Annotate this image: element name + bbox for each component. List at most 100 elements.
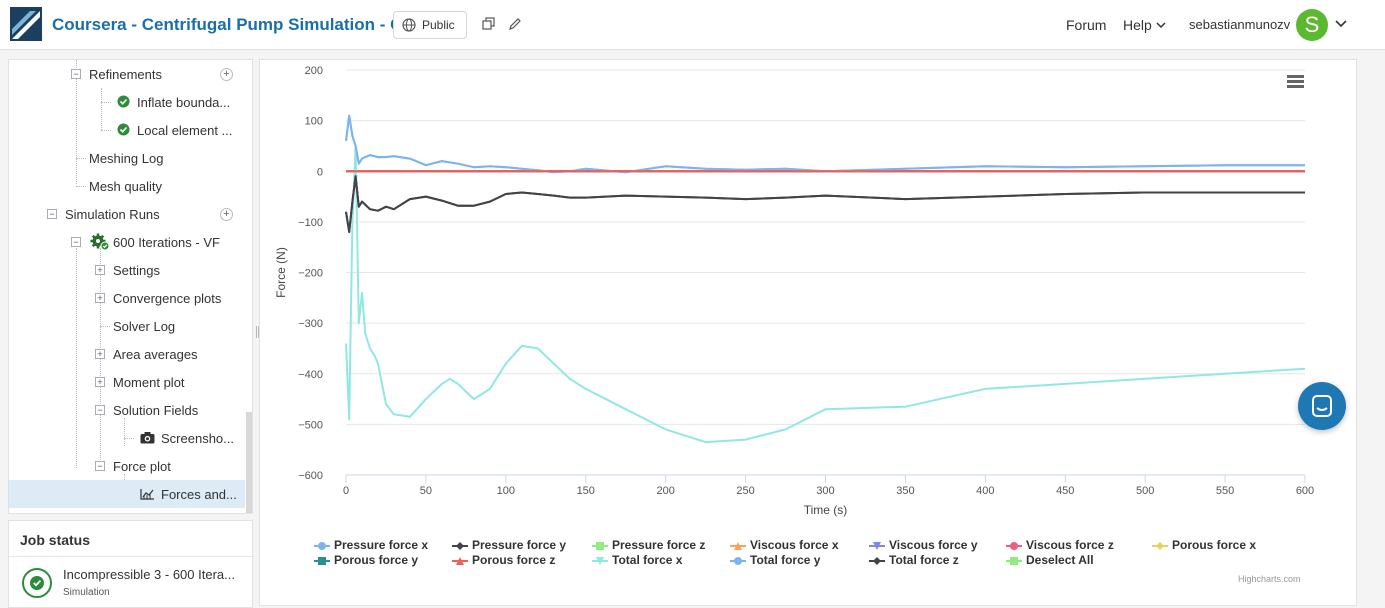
job-status-title: Job status: [20, 532, 91, 548]
chat-icon: [1312, 395, 1332, 417]
tree-item-label: Meshing Log: [89, 150, 164, 166]
check-circle-icon: [117, 123, 130, 136]
user-name[interactable]: sebastianmunozv: [1189, 17, 1291, 32]
tree-item-meshing-log[interactable]: Meshing Log: [89, 144, 163, 172]
tree-item-label: 600 Iterations - VF: [113, 234, 220, 250]
expand-toggle[interactable]: +: [95, 377, 105, 387]
avatar[interactable]: S: [1296, 9, 1328, 41]
tree-scrollbar[interactable]: [246, 412, 252, 513]
tree-item-label: Convergence plots: [113, 290, 222, 306]
collapse-toggle[interactable]: −: [95, 405, 105, 415]
legend-label: Viscous force z: [1026, 538, 1114, 552]
legend-label: Total force z: [889, 553, 959, 567]
app-header: Coursera - Centrifugal Pump Simulation -…: [0, 0, 1385, 50]
tree-item-screenshot[interactable]: Screensho...: [161, 424, 234, 452]
chat-launcher-button[interactable]: [1298, 382, 1346, 430]
expand-toggle[interactable]: +: [95, 349, 105, 359]
edit-pencil-icon[interactable]: [507, 16, 523, 32]
legend-item[interactable]: Pressure force y: [452, 538, 566, 552]
tree-item-label: Refinements: [89, 66, 162, 82]
legend-item[interactable]: Total force z: [869, 553, 959, 567]
tree-item-settings[interactable]: Settings: [113, 256, 160, 284]
legend-label: Pressure force x: [334, 538, 429, 552]
tree-guide: [101, 88, 102, 130]
legend-item[interactable]: Pressure force x: [314, 538, 428, 552]
tree-item-label: Mesh quality: [89, 178, 162, 194]
tree-item-solver-log[interactable]: Solver Log: [113, 312, 175, 340]
app-logo-icon[interactable]: [10, 7, 42, 41]
chevron-down-icon[interactable]: [1335, 18, 1347, 28]
chart-menu-icon[interactable]: [1287, 75, 1305, 89]
tree-item-area-averages[interactable]: Area averages: [113, 340, 198, 368]
legend-marker-icon: [592, 540, 608, 550]
line-chart-icon: [140, 489, 154, 500]
check-circle-icon: [117, 95, 130, 108]
add-simulation-button[interactable]: +: [220, 208, 233, 221]
globe-icon: [402, 18, 416, 32]
tree-item-simulation-runs[interactable]: Simulation Runs: [65, 200, 160, 228]
tree-guide: [100, 326, 110, 327]
tree-item-label: Area averages: [113, 346, 198, 362]
chart-credits[interactable]: Highcharts.com: [1238, 574, 1301, 584]
tree-item-convergence-plots[interactable]: Convergence plots: [113, 284, 221, 312]
legend-marker-icon: [314, 540, 330, 550]
project-title[interactable]: Coursera - Centrifugal Pump Simulation -…: [52, 15, 433, 34]
divider: [9, 556, 254, 557]
collapse-toggle[interactable]: −: [71, 69, 81, 79]
legend-item[interactable]: Porous force y: [314, 553, 418, 567]
legend-item[interactable]: Viscous force x: [730, 538, 839, 552]
tree-item-label: Moment plot: [113, 374, 185, 390]
legend-marker-icon: [452, 540, 468, 550]
job-name[interactable]: Incompressible 3 - 600 Itera...: [63, 567, 235, 582]
job-status-panel: Job status Incompressible 3 - 600 Itera.…: [8, 520, 254, 608]
tree-guide: [76, 158, 86, 159]
tree-item-label: Settings: [113, 262, 160, 278]
legend-label: Pressure force y: [472, 538, 567, 552]
collapse-toggle[interactable]: −: [71, 237, 81, 247]
tree-item-inflate-boundary[interactable]: Inflate bounda...: [137, 88, 230, 116]
add-refinement-button[interactable]: +: [220, 68, 233, 81]
legend-label: Porous force x: [1172, 538, 1257, 552]
tree-guide: [124, 438, 134, 439]
collapse-toggle[interactable]: −: [95, 461, 105, 471]
tree-item-local-element[interactable]: Local element ...: [137, 116, 232, 144]
legend-item[interactable]: Viscous force y: [869, 538, 978, 552]
legend-item[interactable]: Total force x: [592, 553, 682, 567]
tree-item-label: Local element ...: [137, 122, 233, 138]
nav-forum-link[interactable]: Forum: [1066, 17, 1107, 33]
tree-item-mesh-quality[interactable]: Mesh quality: [89, 172, 162, 200]
tree-item-solution-fields[interactable]: Solution Fields: [113, 396, 198, 424]
tree-guide: [101, 130, 111, 131]
visibility-button[interactable]: Public: [393, 11, 467, 39]
legend-marker-icon: [452, 555, 468, 565]
legend-marker-icon: [314, 555, 330, 565]
legend-label: Viscous force x: [750, 538, 839, 552]
legend-item[interactable]: Porous force x: [1152, 538, 1256, 552]
legend-item[interactable]: Viscous force z: [1006, 538, 1114, 552]
legend-marker-icon: [1152, 540, 1168, 550]
tree-item-moment-plot[interactable]: Moment plot: [113, 368, 185, 396]
legend-deselect-all[interactable]: Deselect All: [1006, 553, 1094, 567]
tree-item-600-iterations[interactable]: 600 Iterations - VF: [113, 228, 220, 256]
tree-item-label: Simulation Runs: [65, 206, 160, 222]
tree-guide: [124, 418, 125, 446]
panel-resize-handle[interactable]: [256, 326, 259, 338]
legend-item[interactable]: Pressure force z: [592, 538, 705, 552]
tree-item-label: Screensho...: [161, 430, 234, 446]
tree-item-label: Force plot: [113, 458, 171, 474]
collapse-toggle[interactable]: −: [47, 209, 57, 219]
tree-item-refinements[interactable]: Refinements: [89, 60, 162, 88]
tree-item-forces-and-moments[interactable]: [9, 480, 245, 508]
legend-marker-icon: [592, 555, 608, 565]
chart-legend: Pressure force x Pressure force y Pressure…: [314, 538, 1304, 572]
nav-help-menu[interactable]: Help: [1123, 17, 1166, 33]
tree-item-label: Inflate bounda...: [137, 94, 231, 110]
job-type: Simulation: [63, 587, 110, 598]
legend-item[interactable]: Total force y: [730, 553, 820, 567]
expand-toggle[interactable]: +: [95, 293, 105, 303]
tree-item-forces-label[interactable]: Forces and...: [161, 480, 237, 508]
copy-icon[interactable]: [481, 16, 497, 32]
tree-item-force-plot[interactable]: Force plot: [113, 452, 171, 480]
expand-toggle[interactable]: +: [95, 265, 105, 275]
legend-item[interactable]: Porous force z: [452, 553, 555, 567]
